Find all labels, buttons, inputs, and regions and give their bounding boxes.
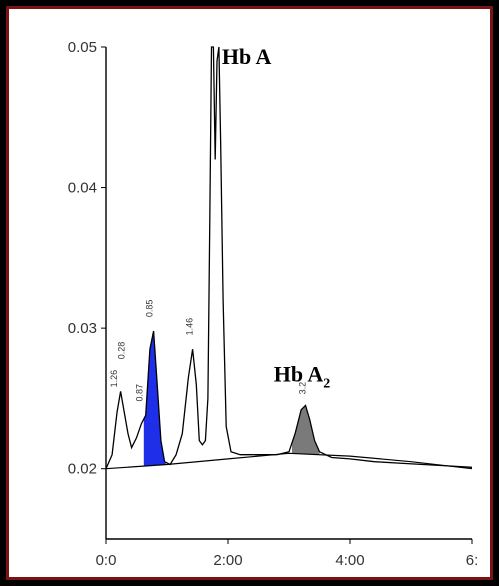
axes-layer: 0.05 0.04 0.03 0.02 0:0 2:00 4:00 6: xyxy=(68,39,478,569)
peak-label: 0.28 xyxy=(116,342,126,360)
x-tick-label: 0:0 xyxy=(96,552,117,569)
peak-label: 0.87 xyxy=(135,384,145,402)
peak-label: 1.26 xyxy=(109,370,119,388)
labels-layer: 1.26 0.28 0.87 0.85 1.46 3.2 Hb A Hb A2 xyxy=(109,44,330,402)
peak-label: 0.85 xyxy=(144,300,154,318)
y-tick-label: 0.05 xyxy=(68,39,97,56)
peak-label: 1.46 xyxy=(185,318,195,336)
x-tick-label: 6: xyxy=(466,552,479,569)
chart-panel xyxy=(6,6,493,580)
peak-label: 3.2 xyxy=(297,382,307,395)
x-tick-label: 2:00 xyxy=(213,552,242,569)
lines-layer xyxy=(105,46,473,470)
x-tick-label: 4:00 xyxy=(335,552,364,569)
signal-trace xyxy=(105,46,473,469)
y-tick-label: 0.04 xyxy=(68,180,97,197)
annotation-subscript: 2 xyxy=(323,377,330,392)
y-tick-label: 0.03 xyxy=(68,320,97,337)
baseline-line xyxy=(105,452,473,470)
y-tick-label: 0.02 xyxy=(68,461,97,478)
shaded-peaks-layer xyxy=(143,332,320,467)
shaded-peak-2 xyxy=(292,405,320,455)
peak-annotation: Hb A xyxy=(222,44,272,69)
peak-annotation: Hb A2 xyxy=(274,362,331,392)
